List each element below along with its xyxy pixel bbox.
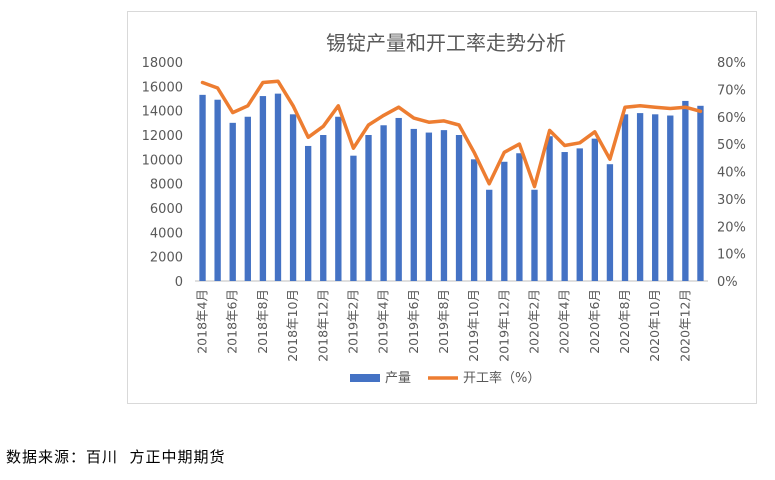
- x-tick-label: 2020年6月: [587, 289, 602, 354]
- y-right-tick-label: 30%: [717, 193, 746, 208]
- bar: [425, 132, 433, 281]
- chart-title: 锡锭产量和开工率走势分析: [326, 31, 566, 55]
- x-tick-label: 2019年12月: [496, 289, 511, 362]
- legend-label-utilization: 开工率（%）: [463, 370, 540, 386]
- plot-area: 0 2000 4000 6000 8000 10000 12000 14000 16000 180…: [142, 56, 746, 362]
- x-tick-label: 2020年2月: [526, 289, 541, 354]
- y-right-tick-label: 70%: [717, 83, 746, 98]
- legend-label-output: 产量: [385, 371, 411, 386]
- x-tick-label: 2018年8月: [255, 289, 270, 354]
- x-tick-label: 2020年10月: [647, 289, 662, 362]
- y-left-tick-label: 12000: [142, 129, 183, 144]
- y-left-tick-label: 6000: [150, 202, 183, 217]
- y-left-tick-label: 4000: [150, 226, 183, 241]
- y-left-tick-label: 8000: [150, 178, 183, 193]
- x-tick-label: 2020年8月: [617, 289, 632, 354]
- x-tick-label: 2019年4月: [376, 289, 391, 354]
- bar: [576, 148, 583, 281]
- bar: [621, 114, 629, 281]
- bar: [214, 99, 221, 281]
- y-left-tick-label: 16000: [142, 80, 183, 95]
- legend-swatch-output: [350, 374, 380, 382]
- y-right-tick-label: 80%: [717, 56, 746, 71]
- bar: [304, 145, 312, 281]
- x-tick-label: 2019年8月: [436, 289, 451, 354]
- bar: [455, 135, 463, 281]
- y-right-tick-label: 50%: [717, 138, 746, 153]
- y-left-tick-label: 10000: [142, 153, 183, 168]
- x-tick-label: 2020年4月: [557, 289, 572, 354]
- bar: [561, 152, 568, 281]
- x-tick-label: 2019年2月: [345, 289, 360, 354]
- bar: [546, 136, 553, 281]
- bar: [274, 93, 282, 281]
- bar: [410, 128, 417, 281]
- y-left-tick-label: 0: [175, 275, 183, 290]
- bar: [591, 138, 599, 281]
- bar: [259, 96, 267, 281]
- bar: [652, 114, 659, 281]
- bar: [606, 164, 614, 281]
- chart-svg: 锡锭产量和开工率走势分析 0 2000 4000 6000 8000 10000 12000…: [142, 31, 746, 386]
- x-tick-label: 2018年6月: [225, 289, 240, 354]
- bar: [501, 161, 508, 281]
- x-tick-label: 2020年12月: [677, 289, 692, 362]
- y-right-tick-label: 10%: [717, 248, 746, 263]
- bar: [320, 135, 327, 281]
- y-right-tick-label: 20%: [717, 220, 746, 235]
- bar: [229, 122, 236, 281]
- bar: [440, 130, 448, 281]
- bar: [697, 105, 704, 281]
- y-left-tick-label: 18000: [142, 56, 183, 71]
- bar: [335, 116, 342, 281]
- bar: [516, 153, 523, 281]
- y-right-tick-label: 60%: [717, 111, 746, 126]
- bar: [244, 116, 251, 281]
- bar: [395, 117, 402, 281]
- legend: 产量 开工率（%）: [350, 370, 540, 386]
- x-tick-label: 2019年10月: [466, 289, 481, 362]
- x-tick-label: 2018年10月: [285, 289, 300, 362]
- bar: [380, 125, 387, 282]
- bar: [682, 100, 689, 281]
- y-right-tick-label: 40%: [717, 166, 746, 181]
- bar: [289, 114, 297, 281]
- bar: [470, 159, 478, 281]
- source-note: 数据来源：百川 方正中期期货: [6, 448, 226, 466]
- chart-container: 锡锭产量和开工率走势分析 0 2000 4000 6000 8000 10000 12000…: [127, 11, 757, 404]
- bar: [350, 155, 357, 281]
- x-tick-label: 2019年6月: [406, 289, 421, 354]
- bar: [636, 113, 644, 281]
- bar: [365, 135, 372, 281]
- bar: [667, 115, 674, 282]
- y-left-tick-label: 2000: [150, 251, 183, 266]
- bar: [531, 189, 538, 281]
- x-tick-label: 2018年4月: [195, 289, 210, 354]
- y-right-tick-label: 0%: [717, 275, 738, 290]
- bar: [199, 94, 206, 281]
- bar: [486, 189, 493, 281]
- x-tick-label: 2018年12月: [315, 289, 330, 362]
- y-left-tick-label: 14000: [142, 105, 183, 120]
- line-series-utilization: [200, 79, 703, 189]
